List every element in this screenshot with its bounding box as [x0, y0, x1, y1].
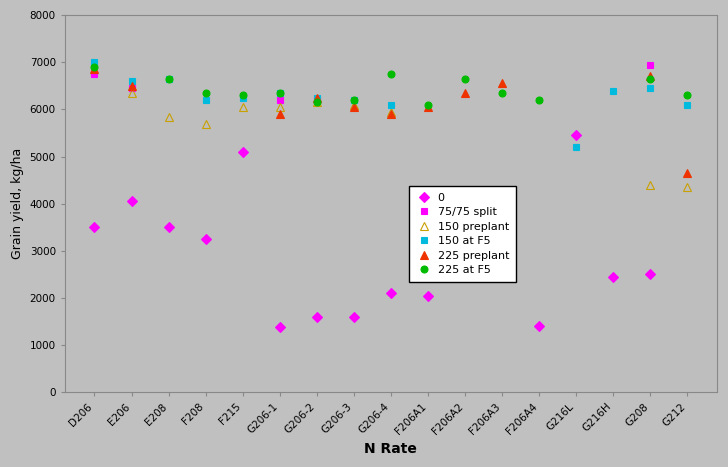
150 at F5 — [646, 85, 654, 91]
150 at F5 — [90, 59, 99, 65]
225 at F5 — [312, 99, 321, 105]
75/75 split — [90, 71, 99, 77]
150 at F5 — [312, 95, 321, 100]
225 at F5 — [90, 64, 99, 70]
75/75 split — [646, 62, 654, 67]
150 preplant — [127, 90, 136, 96]
225 preplant — [312, 95, 321, 100]
150 at F5 — [238, 95, 247, 100]
150 at F5 — [127, 78, 136, 84]
150 at F5 — [571, 144, 580, 150]
225 at F5 — [387, 71, 395, 77]
150 preplant — [387, 109, 395, 114]
0 — [534, 324, 543, 329]
150 at F5 — [165, 76, 173, 82]
Line: 225 preplant: 225 preplant — [90, 65, 692, 177]
150 preplant — [165, 113, 173, 119]
Line: 0: 0 — [91, 132, 654, 331]
150 preplant — [646, 182, 654, 188]
225 at F5 — [165, 76, 173, 82]
X-axis label: N Rate: N Rate — [365, 442, 417, 456]
225 at F5 — [238, 92, 247, 98]
225 preplant — [646, 74, 654, 79]
Line: 75/75 split: 75/75 split — [91, 61, 654, 104]
150 at F5 — [201, 97, 210, 103]
150 preplant — [201, 121, 210, 127]
0 — [127, 198, 136, 204]
Legend: 0, 75/75 split, 150 preplant, 150 at F5, 225 preplant, 225 at F5: 0, 75/75 split, 150 preplant, 150 at F5,… — [408, 186, 515, 282]
225 preplant — [387, 111, 395, 117]
225 at F5 — [461, 76, 470, 82]
150 preplant — [275, 104, 284, 110]
0 — [609, 274, 617, 280]
225 at F5 — [498, 90, 507, 96]
150 at F5 — [683, 102, 692, 107]
225 preplant — [498, 81, 507, 86]
150 at F5 — [609, 88, 617, 93]
150 at F5 — [275, 90, 284, 96]
225 preplant — [461, 90, 470, 96]
225 preplant — [275, 111, 284, 117]
0 — [387, 290, 395, 296]
225 at F5 — [646, 76, 654, 82]
Line: 225 at F5: 225 at F5 — [91, 64, 691, 108]
225 at F5 — [534, 97, 543, 103]
225 at F5 — [683, 92, 692, 98]
225 at F5 — [349, 97, 358, 103]
Y-axis label: Grain yield, kg/ha: Grain yield, kg/ha — [11, 148, 24, 259]
0 — [349, 314, 358, 320]
150 preplant — [312, 99, 321, 105]
0 — [461, 272, 470, 277]
150 preplant — [238, 104, 247, 110]
0 — [275, 325, 284, 330]
0 — [646, 272, 654, 277]
225 at F5 — [424, 102, 432, 107]
75/75 split — [127, 85, 136, 91]
0 — [201, 236, 210, 242]
150 preplant — [683, 184, 692, 190]
0 — [238, 149, 247, 155]
225 at F5 — [201, 90, 210, 96]
225 preplant — [127, 83, 136, 89]
150 preplant — [349, 102, 358, 107]
75/75 split — [275, 97, 284, 103]
225 preplant — [424, 104, 432, 110]
0 — [165, 225, 173, 230]
0 — [90, 225, 99, 230]
150 at F5 — [349, 97, 358, 103]
225 at F5 — [275, 90, 284, 96]
225 preplant — [683, 170, 692, 176]
150 at F5 — [387, 102, 395, 107]
0 — [498, 213, 507, 219]
Line: 150 preplant: 150 preplant — [127, 89, 692, 191]
0 — [312, 314, 321, 320]
225 preplant — [90, 66, 99, 72]
75/75 split — [312, 97, 321, 103]
225 preplant — [349, 104, 358, 110]
0 — [571, 133, 580, 138]
0 — [424, 293, 432, 298]
Line: 150 at F5: 150 at F5 — [91, 59, 691, 151]
